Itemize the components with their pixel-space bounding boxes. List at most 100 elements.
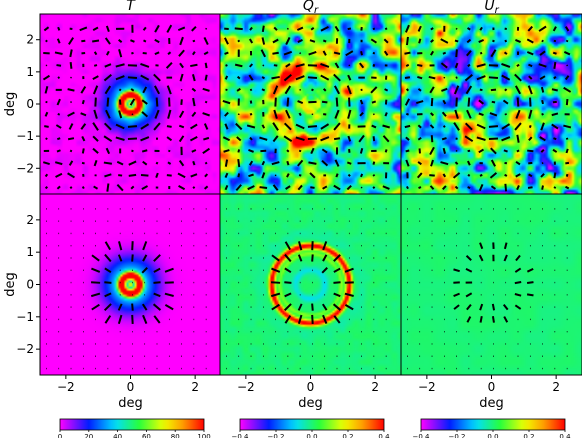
- polarization-stick: [154, 24, 160, 33]
- polarization-stick: [333, 122, 341, 131]
- polarization-stick: [202, 147, 210, 154]
- polarization-stick: [131, 51, 134, 55]
- polarization-stick: [192, 186, 196, 189]
- polarization-stick: [103, 73, 112, 82]
- polarization-stick: [528, 63, 533, 68]
- polarization-stick: [117, 303, 123, 311]
- polarization-stick: [236, 75, 241, 80]
- colorbar-tick-label: 0.4: [559, 433, 571, 438]
- y-tick-label: 2: [26, 213, 34, 227]
- polarization-stick: [81, 39, 86, 43]
- polarization-stick: [514, 267, 522, 273]
- polarization-stick: [467, 173, 471, 177]
- polarization-stick: [131, 314, 134, 324]
- polarization-stick: [417, 63, 423, 67]
- polarization-stick: [203, 136, 210, 141]
- polarization-stick: [417, 161, 422, 166]
- polarization-stick: [516, 149, 520, 153]
- polarization-stick: [491, 316, 495, 323]
- panel-ur-r0: [400, 13, 582, 195]
- polarization-stick: [371, 124, 377, 129]
- polarization-stick: [118, 241, 123, 251]
- polarization-stick: [360, 173, 364, 178]
- polarization-stick: [490, 185, 497, 190]
- polarization-stick: [154, 38, 160, 44]
- polarization-stick: [131, 113, 134, 116]
- polarization-stick: [93, 64, 98, 67]
- polarization-stick: [204, 100, 208, 104]
- polarization-stick: [492, 39, 495, 43]
- polarization-stick: [115, 136, 125, 141]
- polarization-stick: [516, 134, 520, 143]
- polarization-stick: [321, 303, 328, 311]
- polarization-stick: [465, 255, 472, 261]
- polarization-stick: [178, 184, 186, 191]
- polarization-stick: [166, 85, 172, 95]
- polarization-stick: [370, 38, 377, 44]
- polarization-stick: [455, 76, 458, 79]
- polarization-stick: [479, 26, 483, 31]
- polarization-stick: [262, 64, 265, 67]
- polarization-stick: [94, 97, 97, 107]
- y-axis-label: deg: [3, 272, 18, 297]
- polarization-stick: [466, 303, 472, 311]
- polarization-stick: [178, 110, 185, 118]
- polarization-stick: [140, 123, 150, 130]
- polarization-stick: [322, 88, 327, 92]
- polarization-stick: [191, 74, 196, 82]
- polarization-stick: [249, 112, 253, 116]
- polarization-stick: [191, 26, 197, 32]
- polarization-stick: [320, 74, 330, 81]
- polarization-stick: [528, 109, 533, 119]
- polarization-stick: [333, 254, 341, 262]
- polarization-stick: [118, 88, 122, 92]
- x-tick-label: 0: [127, 380, 135, 394]
- polarization-stick: [283, 122, 292, 131]
- polarization-stick: [310, 147, 315, 155]
- polarization-stick: [418, 38, 422, 44]
- polarization-stick: [383, 50, 389, 56]
- polarization-stick: [320, 26, 329, 32]
- polarization-stick: [152, 303, 162, 311]
- polarization-stick: [307, 76, 318, 79]
- polarization-stick: [430, 39, 434, 43]
- polarization-stick: [491, 303, 496, 311]
- polarization-stick: [236, 87, 241, 92]
- polarization-stick: [453, 268, 460, 273]
- polarization-stick: [178, 49, 185, 57]
- polarization-stick: [260, 49, 266, 58]
- polarization-stick: [115, 123, 125, 130]
- polarization-stick: [466, 27, 471, 31]
- polarization-stick: [204, 173, 209, 178]
- polarization-stick: [69, 49, 73, 58]
- polarization-stick: [467, 97, 471, 107]
- polarization-stick: [223, 149, 230, 153]
- polarization-stick: [117, 254, 123, 262]
- x-axis-label: deg: [118, 396, 143, 411]
- polarization-stick: [204, 74, 208, 81]
- polarization-stick: [224, 37, 229, 45]
- polarization-stick: [203, 51, 209, 56]
- polarization-stick: [479, 173, 483, 177]
- polarization-stick: [92, 122, 99, 131]
- polarization-stick: [67, 111, 75, 117]
- polarization-stick: [504, 88, 508, 92]
- polarization-stick: [103, 303, 112, 312]
- polarization-stick: [235, 122, 243, 131]
- polarization-stick: [541, 39, 544, 43]
- polarization-stick: [489, 112, 498, 117]
- polarization-stick: [455, 97, 458, 107]
- polarization-stick: [516, 63, 520, 68]
- polarization-stick: [501, 123, 511, 130]
- polarization-stick: [164, 267, 174, 273]
- polarization-stick: [285, 185, 291, 190]
- polarization-stick: [237, 158, 241, 168]
- polarization-stick: [167, 109, 172, 119]
- polarization-stick: [166, 24, 173, 33]
- polarization-stick: [455, 149, 458, 152]
- polarization-stick: [467, 186, 471, 189]
- polarization-stick: [270, 292, 281, 298]
- polarization-stick: [205, 27, 208, 30]
- polarization-stick: [516, 185, 520, 191]
- polarization-stick: [360, 51, 364, 56]
